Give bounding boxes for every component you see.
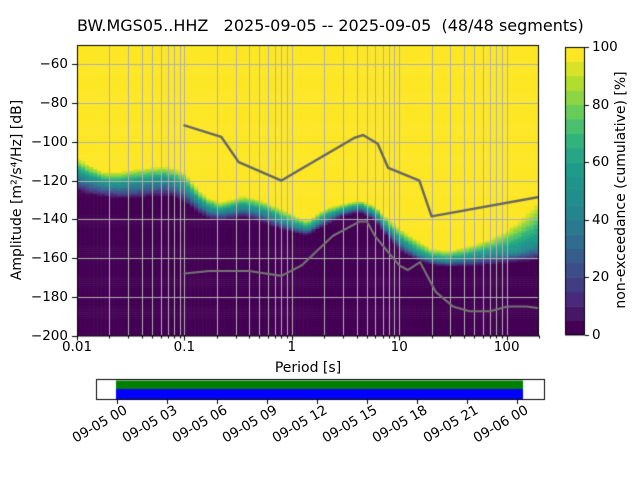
colorbar-tick-label: 80 xyxy=(592,96,610,113)
y-tick-label: −180 xyxy=(30,288,68,305)
x-tick-label: 0.01 xyxy=(61,339,93,355)
y-tick-label: −160 xyxy=(30,250,68,267)
y-tick-label: −140 xyxy=(30,211,68,228)
colorbar-tick-label: 40 xyxy=(592,211,610,228)
y-tick-label: −80 xyxy=(39,95,69,112)
y-tick-label: −60 xyxy=(39,56,69,73)
x-tick-label: 0.1 xyxy=(173,339,196,355)
y-tick-label: −120 xyxy=(30,172,68,189)
plot-title: BW.MGS05..HHZ 2025-09-05 -- 2025-09-05 (… xyxy=(77,16,584,35)
x-tick-label: 10 xyxy=(390,339,408,355)
colorbar-tick-label: 60 xyxy=(592,154,610,171)
colorbar-tick-label: 20 xyxy=(592,269,610,286)
x-tick-label: 1 xyxy=(287,339,297,355)
y-tick-label: −100 xyxy=(30,133,68,150)
y-axis-label: Amplitude [m²/s⁴/Hz] [dB] xyxy=(9,99,25,281)
x-tick-label: 100 xyxy=(493,339,520,355)
colorbar-tick-label: 100 xyxy=(592,39,618,55)
y-tick-label: −200 xyxy=(30,327,68,344)
x-axis-label: Period [s] xyxy=(274,360,342,376)
colorbar-label: non-exceedance (cumulative) [%] xyxy=(613,71,629,309)
colorbar-tick-label: 0 xyxy=(592,327,601,343)
